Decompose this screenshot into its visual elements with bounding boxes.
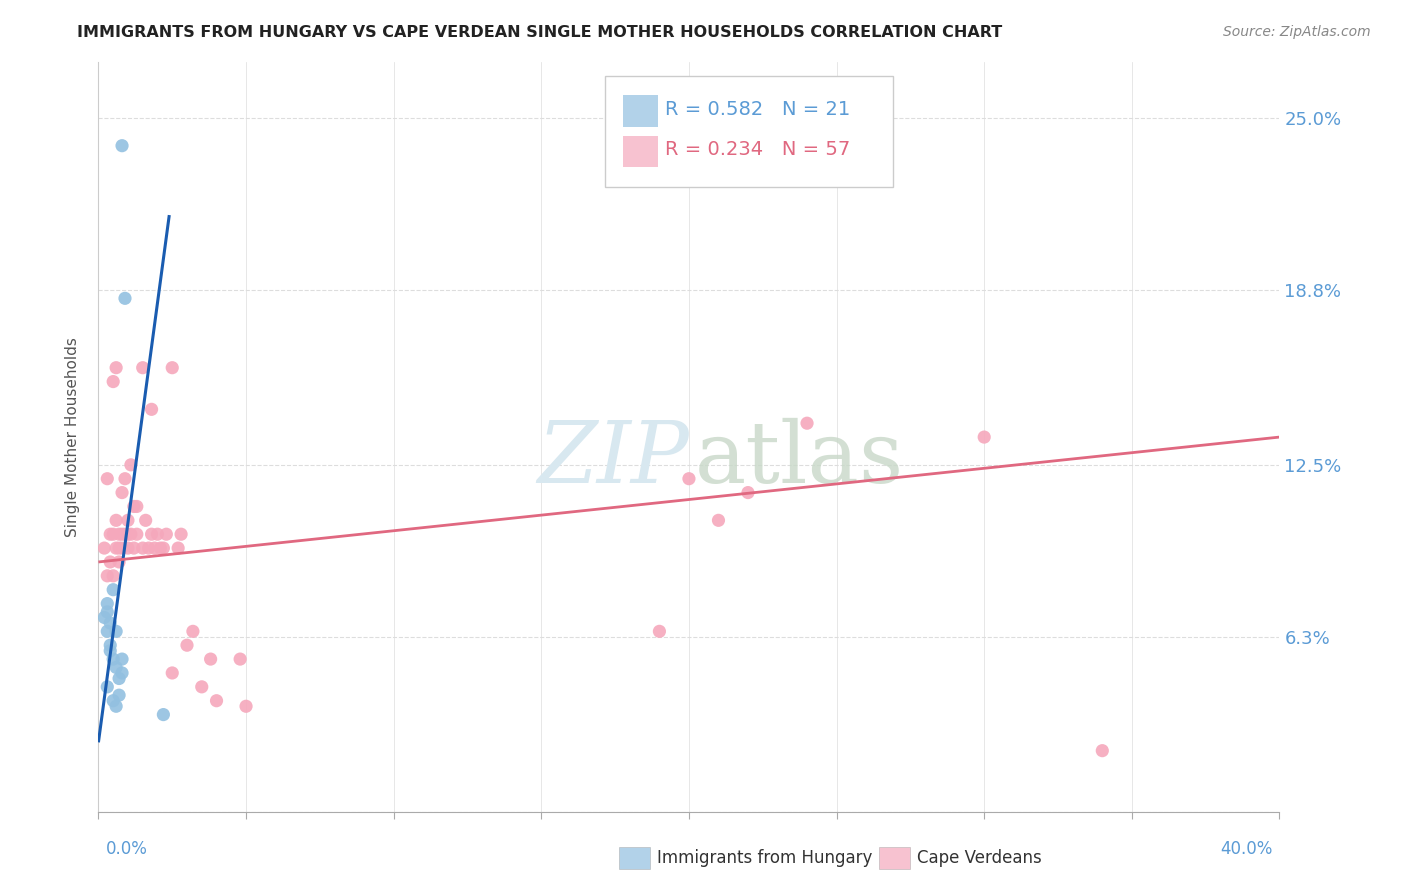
Text: Immigrants from Hungary: Immigrants from Hungary xyxy=(657,849,872,867)
Text: 40.0%: 40.0% xyxy=(1220,840,1272,858)
Point xyxy=(120,458,142,472)
Point xyxy=(176,638,198,652)
Point xyxy=(191,680,214,694)
Point xyxy=(108,672,131,686)
Text: IMMIGRANTS FROM HUNGARY VS CAPE VERDEAN SINGLE MOTHER HOUSEHOLDS CORRELATION CHA: IMMIGRANTS FROM HUNGARY VS CAPE VERDEAN … xyxy=(77,25,1002,40)
Point xyxy=(98,555,121,569)
Point xyxy=(98,644,121,658)
Point xyxy=(96,624,118,639)
Point xyxy=(93,541,115,555)
Point xyxy=(103,582,125,597)
Point xyxy=(138,541,160,555)
Point xyxy=(105,660,128,674)
Point xyxy=(93,610,115,624)
Point xyxy=(111,485,134,500)
Point xyxy=(125,500,148,514)
Point xyxy=(229,652,252,666)
Point xyxy=(132,360,155,375)
Text: Source: ZipAtlas.com: Source: ZipAtlas.com xyxy=(1223,25,1371,39)
Point xyxy=(132,541,155,555)
Point xyxy=(105,513,128,527)
Point xyxy=(103,652,125,666)
Text: R = 0.234   N = 57: R = 0.234 N = 57 xyxy=(665,140,851,160)
Point xyxy=(98,615,121,630)
Point xyxy=(122,500,145,514)
Y-axis label: Single Mother Households: Single Mother Households xyxy=(65,337,80,537)
Point xyxy=(117,513,139,527)
Text: atlas: atlas xyxy=(695,418,904,501)
Point xyxy=(103,527,125,541)
Point xyxy=(143,541,166,555)
Point xyxy=(235,699,257,714)
Point xyxy=(98,638,121,652)
Point xyxy=(111,652,134,666)
Point xyxy=(108,688,131,702)
Point xyxy=(111,665,134,680)
Point xyxy=(96,472,118,486)
Point xyxy=(98,527,121,541)
Point xyxy=(146,527,169,541)
Point xyxy=(103,569,125,583)
Point xyxy=(103,694,125,708)
Point xyxy=(114,527,136,541)
Point xyxy=(162,360,183,375)
Point xyxy=(108,541,131,555)
Point xyxy=(105,360,128,375)
Point xyxy=(973,430,995,444)
Point xyxy=(108,555,131,569)
Point xyxy=(149,541,172,555)
Point xyxy=(737,485,759,500)
Text: R = 0.582   N = 21: R = 0.582 N = 21 xyxy=(665,100,851,120)
Point xyxy=(155,527,177,541)
Point xyxy=(141,402,163,417)
Point xyxy=(707,513,730,527)
Point xyxy=(170,527,193,541)
Point xyxy=(111,138,134,153)
Point xyxy=(181,624,204,639)
Point xyxy=(205,694,228,708)
Point xyxy=(135,513,157,527)
Point xyxy=(111,541,134,555)
Text: ZIP: ZIP xyxy=(537,418,689,501)
Point xyxy=(162,665,183,680)
Text: 0.0%: 0.0% xyxy=(105,840,148,858)
Point xyxy=(117,527,139,541)
Point xyxy=(141,527,163,541)
Point xyxy=(122,541,145,555)
Point xyxy=(120,527,142,541)
Point xyxy=(152,541,174,555)
Point xyxy=(117,541,139,555)
Point xyxy=(105,624,128,639)
Point xyxy=(111,527,134,541)
Point xyxy=(114,291,136,305)
Point xyxy=(125,527,148,541)
Point xyxy=(105,541,128,555)
Point xyxy=(114,472,136,486)
Point xyxy=(678,472,700,486)
Text: Cape Verdeans: Cape Verdeans xyxy=(917,849,1042,867)
Point xyxy=(648,624,671,639)
Point xyxy=(200,652,222,666)
Point xyxy=(96,680,118,694)
Point xyxy=(1091,744,1114,758)
Point xyxy=(167,541,190,555)
Point xyxy=(796,416,818,430)
Point xyxy=(96,597,118,611)
Point xyxy=(105,699,128,714)
Point xyxy=(96,569,118,583)
Point xyxy=(96,605,118,619)
Point xyxy=(103,375,125,389)
Point xyxy=(152,707,174,722)
Point xyxy=(108,527,131,541)
